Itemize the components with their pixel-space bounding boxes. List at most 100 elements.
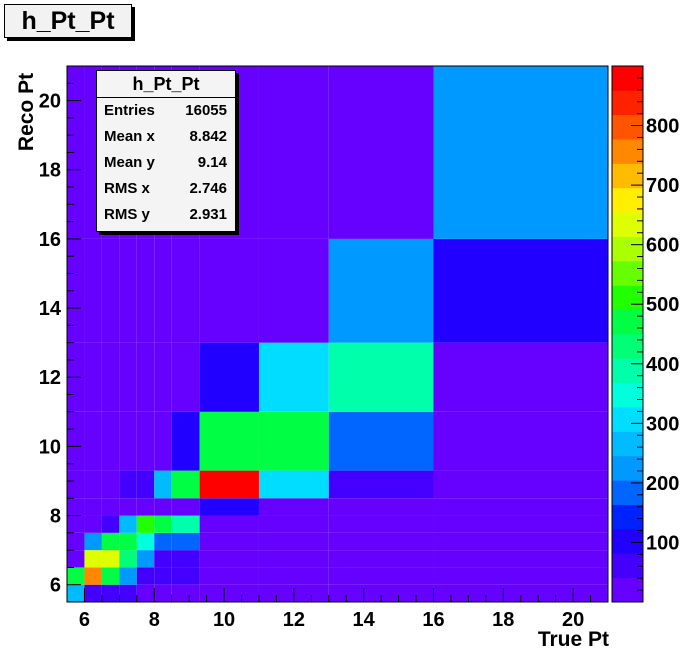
y-tick-label: 12	[39, 367, 61, 389]
z-tick-label: 300	[646, 413, 679, 435]
z-tick-label: 400	[646, 354, 679, 376]
x-tick-label: 18	[492, 609, 514, 631]
stats-value: 16055	[185, 102, 227, 119]
stats-row-rms-y: RMS y 2.931	[97, 202, 235, 228]
heatmap-cell	[119, 515, 137, 533]
heatmap-cell	[67, 550, 85, 568]
palette-swatch	[612, 382, 643, 408]
heatmap-cell	[433, 515, 608, 533]
palette-frame	[611, 65, 644, 603]
heatmap-cell	[67, 532, 85, 551]
heatmap-cell	[171, 567, 200, 585]
y-tick-label: 6	[50, 575, 61, 597]
heatmap-cell	[154, 532, 172, 551]
y-axis: 6 8 10 12 14 16 18 20	[39, 65, 81, 597]
heatmap-cell	[258, 515, 329, 533]
heatmap-cell	[328, 550, 434, 568]
heatmap-cell	[119, 470, 137, 499]
palette-swatch	[612, 285, 643, 311]
palette-swatch	[612, 528, 643, 554]
y-tick-label: 10	[39, 436, 61, 458]
heatmap-cell	[84, 238, 102, 343]
heatmap-cell	[433, 584, 608, 602]
color-palette	[611, 65, 644, 603]
heatmap-cell	[67, 411, 85, 471]
heatmap-cell	[258, 342, 329, 412]
y-tick-label: 20	[39, 91, 61, 113]
heatmap-cell	[258, 238, 329, 343]
heatmap-cell	[101, 550, 120, 568]
heatmap-cell	[119, 532, 137, 551]
stats-row-entries: Entries 16055	[97, 98, 235, 124]
histogram-title: h_Pt_Pt	[21, 6, 115, 35]
palette-swatch	[612, 260, 643, 286]
heatmap-cell	[171, 532, 200, 551]
heatmap-cell	[199, 515, 259, 533]
palette-swatch	[612, 553, 643, 579]
heatmap-cell	[171, 498, 200, 516]
heatmap-cell	[84, 567, 102, 585]
heatmap-cell	[67, 470, 85, 499]
heatmap-cell	[84, 532, 102, 551]
heatmap-cell	[328, 470, 434, 499]
heatmap-cell	[136, 498, 155, 516]
heatmap-cell	[258, 411, 329, 471]
heatmap-cell	[171, 342, 200, 412]
heatmap-cell	[433, 238, 608, 343]
heatmap-cell	[136, 238, 155, 343]
x-tick-label: 12	[283, 609, 305, 631]
stats-value: 9.14	[197, 154, 227, 171]
palette-swatch	[612, 114, 643, 140]
y-tick-label: 18	[39, 160, 61, 182]
heatmap-cell	[199, 238, 259, 343]
x-tick-label: 20	[562, 609, 584, 631]
plot-frame	[66, 65, 609, 603]
heatmap-cell	[258, 498, 329, 516]
heatmap-cell	[433, 498, 608, 516]
heatmap-cell	[258, 532, 329, 551]
heatmap-cell	[328, 584, 434, 602]
stats-row-mean-x: Mean x 8.842	[97, 124, 235, 150]
heatmap-cell	[171, 550, 200, 568]
heatmap-cell	[154, 470, 172, 499]
heatmap-cell	[84, 584, 102, 602]
heatmap-cell	[171, 515, 200, 533]
heatmap-cell	[433, 567, 608, 585]
heatmap-cell	[136, 515, 155, 533]
y-tick-label: 14	[39, 298, 62, 320]
y-tick-label: 16	[39, 229, 61, 251]
x-tick-label: 10	[213, 609, 235, 631]
x-tick-label: 16	[422, 609, 444, 631]
heatmap-cell	[258, 567, 329, 585]
z-tick-label: 100	[646, 532, 679, 554]
heatmap-cell	[67, 567, 85, 585]
palette-swatch	[612, 139, 643, 164]
heatmap-cell	[154, 584, 172, 602]
heatmap-cell	[154, 515, 172, 533]
heatmap-cell	[258, 66, 329, 239]
heatmap-cell	[328, 532, 434, 551]
heatmap-cell	[101, 470, 120, 499]
stats-label: RMS y	[104, 206, 150, 223]
heatmap-cell	[136, 550, 155, 568]
x-tick-label: 8	[149, 609, 160, 631]
heatmap-cell	[136, 584, 155, 602]
palette-swatch	[612, 504, 643, 530]
heatmap-cell	[171, 238, 200, 343]
y-tick-label: 8	[50, 506, 61, 528]
z-tick-label: 700	[646, 175, 679, 197]
heatmap-cell	[67, 238, 85, 343]
heatmap-cell	[67, 584, 85, 602]
heatmap-cell	[433, 411, 608, 471]
heatmap-cell	[328, 498, 434, 516]
heatmap-cell	[84, 470, 102, 499]
stats-label: Entries	[104, 102, 155, 119]
z-tick-label: 500	[646, 294, 679, 316]
heatmap-cell	[154, 342, 172, 412]
heatmap-cell	[119, 567, 137, 585]
heatmap-cell	[171, 584, 200, 602]
x-tick-label: 14	[353, 609, 376, 631]
heatmap-cell	[136, 532, 155, 551]
heatmap-cell	[328, 567, 434, 585]
heatmap-cell	[171, 411, 200, 471]
